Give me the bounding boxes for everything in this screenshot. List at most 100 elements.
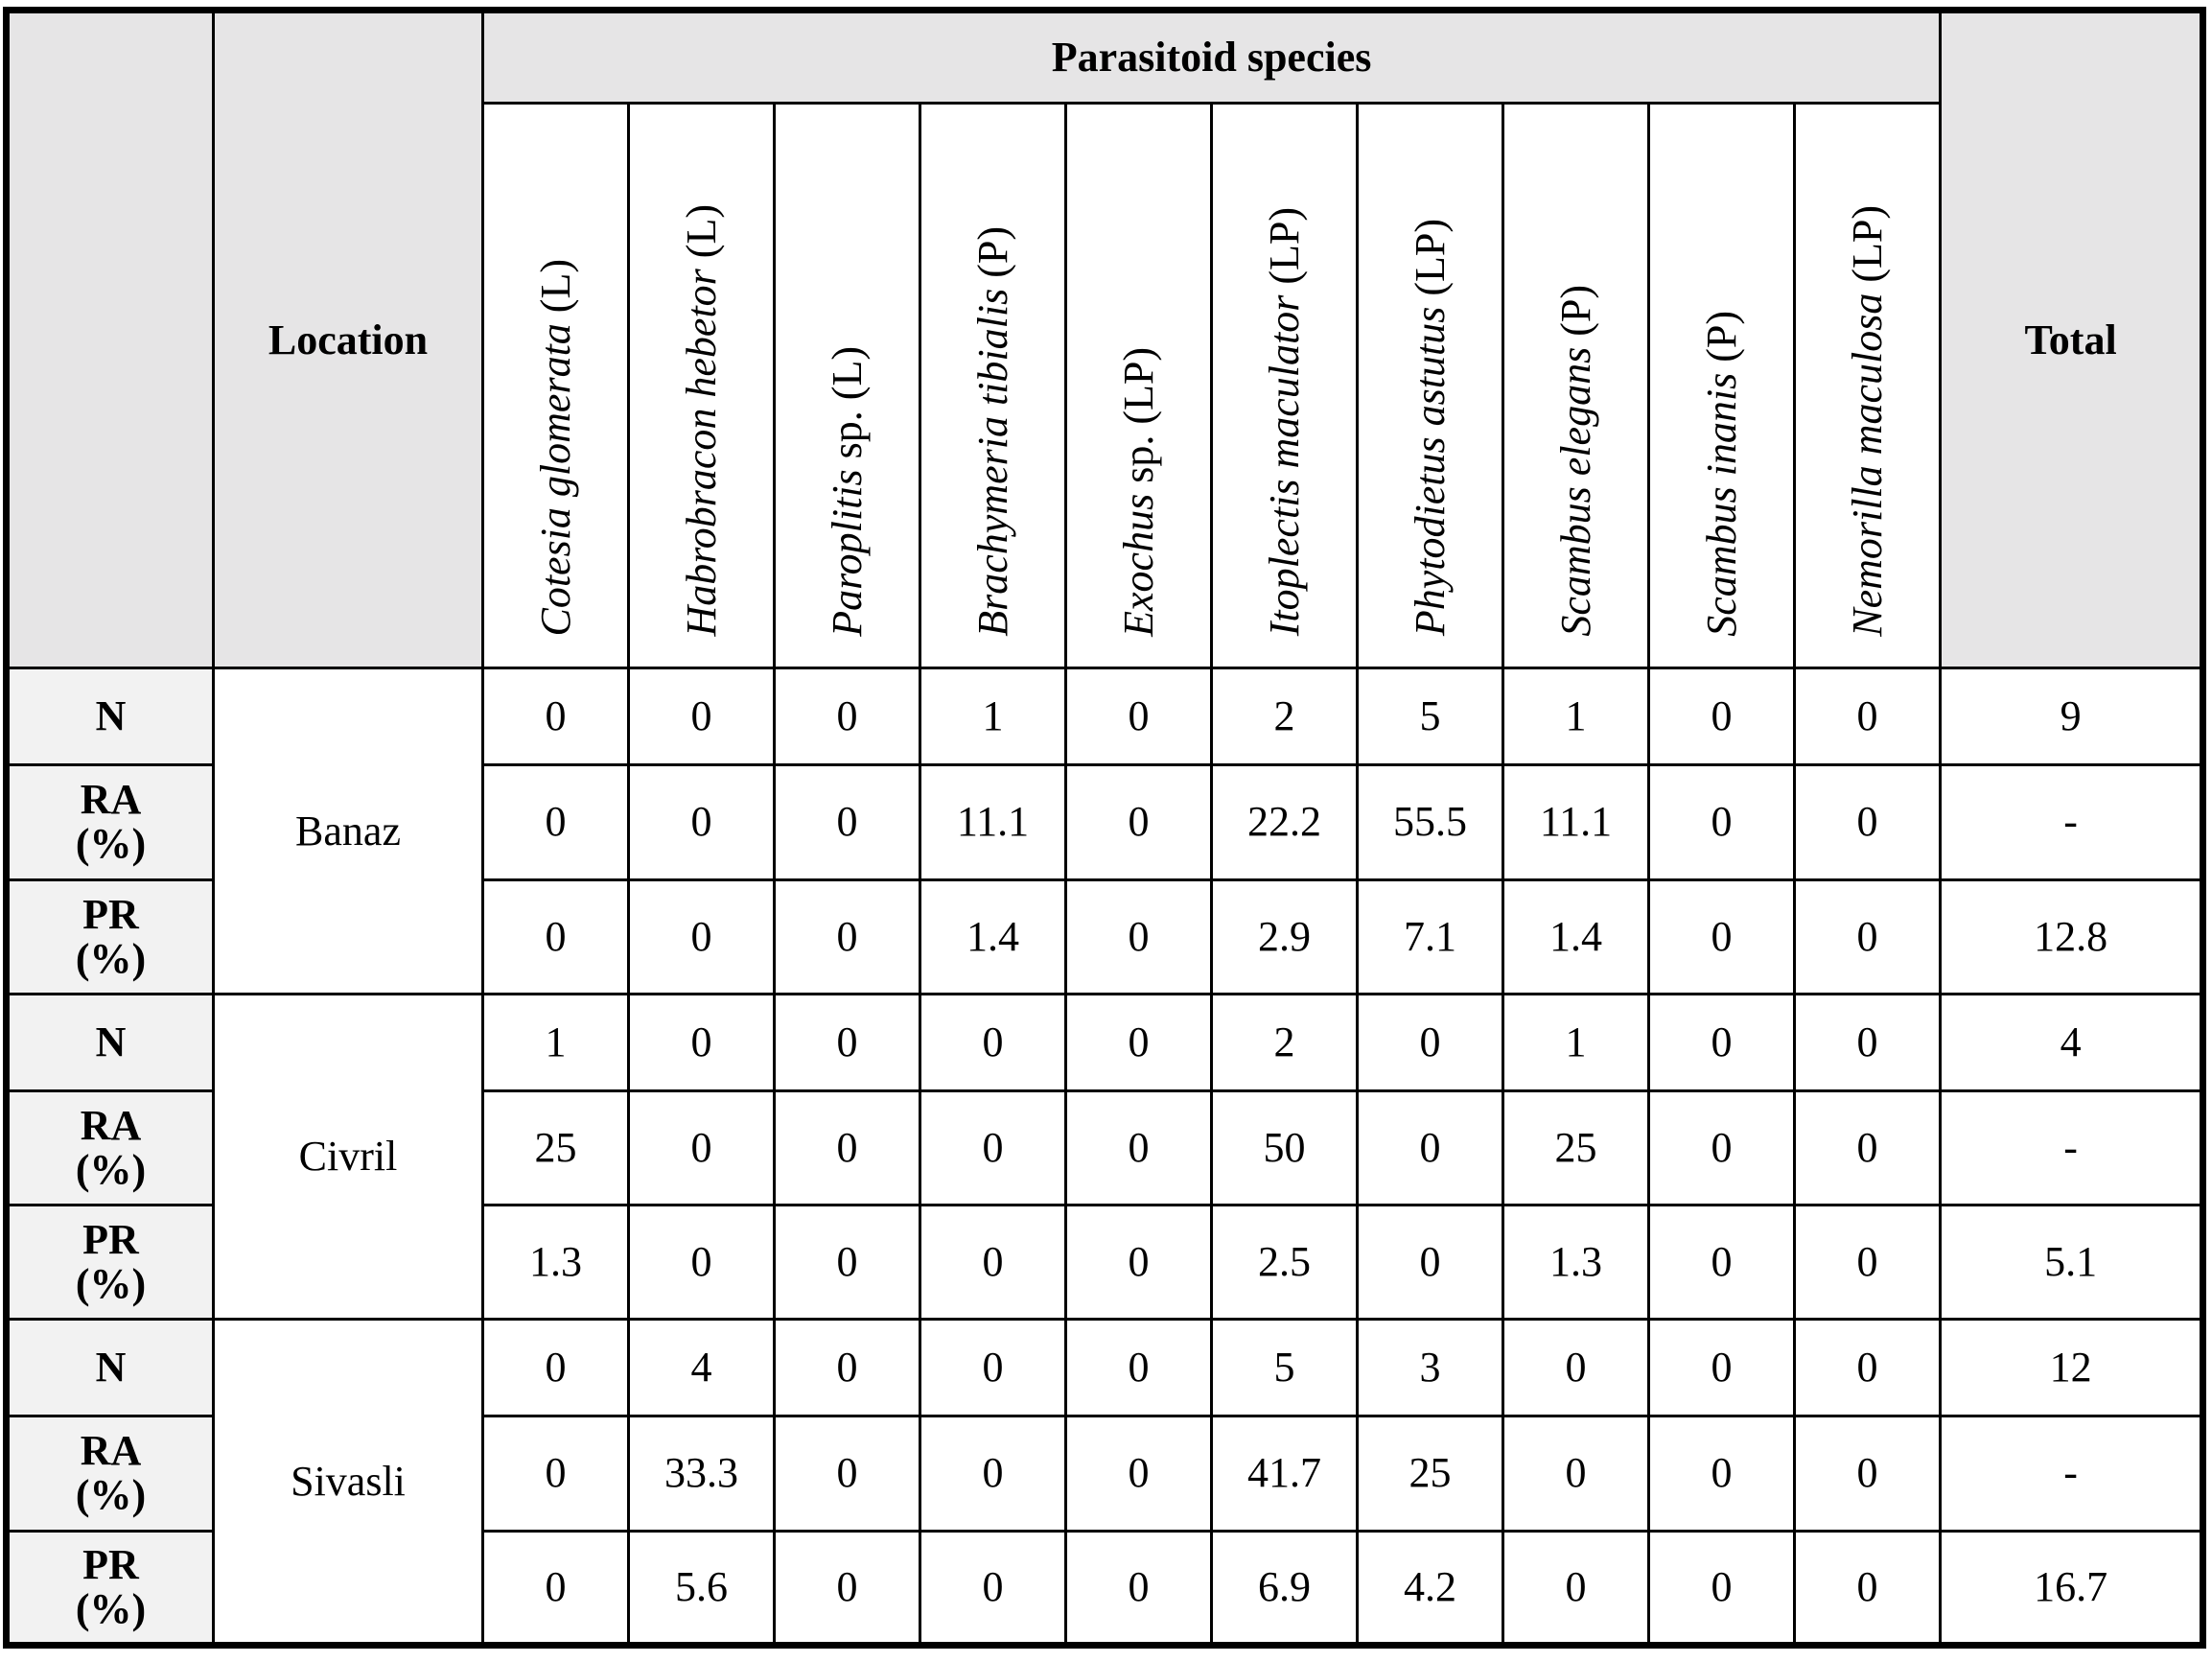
value-cell: 0 xyxy=(919,992,1067,1092)
row-metric-label: RA (%) xyxy=(5,1415,215,1533)
species-stage: (LP) xyxy=(1406,219,1454,308)
value-cell: 0 xyxy=(773,1529,921,1648)
location-cell: Sivasli xyxy=(212,1318,484,1647)
species-stage: (LP) xyxy=(1260,207,1308,295)
value-cell: 1.3 xyxy=(481,1204,630,1322)
value-cell: 0 xyxy=(1647,1318,1796,1418)
value-cell: 0 xyxy=(1356,1204,1504,1322)
value-cell: 0 xyxy=(919,1529,1067,1648)
value-cell: 6.9 xyxy=(1210,1529,1359,1648)
species-header: Paroplitis sp. (L) xyxy=(773,101,921,670)
value-cell: 0 xyxy=(1064,1529,1213,1648)
species-header: Cotesia glomerata (L) xyxy=(481,101,630,670)
species-name: Itoplectis maculator xyxy=(1260,294,1308,637)
location-header: Location xyxy=(212,8,484,670)
value-cell: 1.4 xyxy=(919,878,1067,995)
total-cell: - xyxy=(1939,763,2205,881)
value-cell: 0 xyxy=(1502,1318,1650,1418)
value-cell: 22.2 xyxy=(1210,763,1359,881)
row-metric-label: PR (%) xyxy=(5,1529,215,1648)
value-cell: 0 xyxy=(1647,1415,1796,1533)
value-cell: 0 xyxy=(1647,878,1796,995)
value-cell: 0 xyxy=(1647,992,1796,1092)
value-cell: 5 xyxy=(1356,667,1504,767)
species-header: Habrobracon hebetor (L) xyxy=(627,101,776,670)
value-cell: 0 xyxy=(627,1204,776,1322)
value-cell: 0 xyxy=(919,1318,1067,1418)
value-cell: 0 xyxy=(1647,1088,1796,1207)
row-metric-label: RA (%) xyxy=(5,763,215,881)
row-metric-label: RA (%) xyxy=(5,1088,215,1207)
table-row: RA (%) 25 0 0 0 0 50 0 25 0 0- xyxy=(5,1088,2205,1207)
value-cell: 0 xyxy=(1064,1088,1213,1207)
row-metric-label: PR (%) xyxy=(5,878,215,995)
value-cell: 5.6 xyxy=(627,1529,776,1648)
species-stage: (P) xyxy=(968,225,1016,289)
value-cell: 0 xyxy=(1792,1529,1943,1648)
row-metric-label: N xyxy=(5,1318,215,1418)
species-header: Scambus inanis (P) xyxy=(1647,101,1796,670)
value-cell: 0 xyxy=(773,992,921,1092)
value-cell: 41.7 xyxy=(1210,1415,1359,1533)
value-cell: 0 xyxy=(481,667,630,767)
value-cell: 0 xyxy=(1064,1415,1213,1533)
species-group-header: Parasitoid species xyxy=(480,9,1943,105)
location-cell: Civril xyxy=(212,992,484,1322)
value-cell: 2.9 xyxy=(1210,878,1359,995)
species-name: Phytodietus astutus xyxy=(1406,307,1454,637)
species-stage: sp. (LP) xyxy=(1114,346,1162,494)
value-cell: 0 xyxy=(1064,1318,1213,1418)
species-name: Brachymeria tibialis xyxy=(968,288,1016,637)
value-cell: 0 xyxy=(1792,763,1943,881)
metric-text: RA (%) xyxy=(75,776,147,868)
table-row: N Civril 1 0 0 0 0 2 0 1 0 0 4 xyxy=(5,992,2205,1322)
species-header: Phytodietus astutus (LP) xyxy=(1356,101,1504,670)
value-cell: 0 xyxy=(1356,992,1504,1092)
value-cell: 4.2 xyxy=(1356,1529,1504,1648)
value-cell: 1 xyxy=(1502,992,1650,1092)
species-name: Scambus elegans xyxy=(1551,346,1599,637)
table-row: N Sivasli 0 4 0 0 0 5 3 0 0 0 12 xyxy=(5,1318,2205,1647)
value-cell: 0 xyxy=(1064,878,1213,995)
table-row: N Banaz 0 0 0 1 0 2 5 1 0 0 9 xyxy=(5,667,2205,995)
total-cell: 4 xyxy=(1939,992,2205,1092)
value-cell: 0 xyxy=(919,1415,1067,1533)
species-header: Nemorilla maculosa (LP) xyxy=(1792,101,1943,670)
metric-text: RA (%) xyxy=(75,1427,147,1519)
value-cell: 0 xyxy=(1647,763,1796,881)
value-cell: 0 xyxy=(773,878,921,995)
value-cell: 0 xyxy=(1792,1318,1943,1418)
value-cell: 1 xyxy=(919,667,1067,767)
value-cell: 0 xyxy=(481,1318,630,1418)
species-stage: (L) xyxy=(531,259,579,324)
metric-text: PR (%) xyxy=(75,1216,147,1308)
value-cell: 0 xyxy=(773,1318,921,1418)
parasitoid-table: Location Parasitoid species Total Cotesi… xyxy=(3,7,2207,1649)
value-cell: 11.1 xyxy=(1502,763,1650,881)
total-cell: - xyxy=(1939,1088,2205,1207)
value-cell: 0 xyxy=(481,878,630,995)
table-row: RA (%) 0 33.3 0 0 0 41.7 25 0 0 0- xyxy=(5,1415,2205,1533)
value-cell: 0 xyxy=(1792,878,1943,995)
table-row: PR (%) 0 5.6 0 0 0 6.9 4.2 0 0 0 16.7 xyxy=(5,1529,2205,1648)
value-cell: 0 xyxy=(481,763,630,881)
value-cell: 3 xyxy=(1356,1318,1504,1418)
value-cell: 0 xyxy=(627,667,776,767)
species-name: Paroplitis xyxy=(823,469,871,637)
value-cell: 0 xyxy=(1064,1204,1213,1322)
value-cell: 2 xyxy=(1210,667,1359,767)
value-cell: 0 xyxy=(1792,1204,1943,1322)
value-cell: 11.1 xyxy=(919,763,1067,881)
species-header: Brachymeria tibialis (P) xyxy=(919,101,1067,670)
species-name: Scambus inanis xyxy=(1697,372,1745,637)
total-cell: 12 xyxy=(1939,1318,2205,1418)
value-cell: 0 xyxy=(773,763,921,881)
table-row: PR (%) 0 0 0 1.4 0 2.9 7.1 1.4 0 0 12.8 xyxy=(5,878,2205,995)
metric-text: PR (%) xyxy=(75,1540,147,1632)
value-cell: 4 xyxy=(627,1318,776,1418)
value-cell: 0 xyxy=(1792,1415,1943,1533)
species-header: Itoplectis maculator (LP) xyxy=(1210,101,1359,670)
value-cell: 0 xyxy=(773,667,921,767)
species-name: Nemorilla maculosa xyxy=(1843,293,1891,637)
table-row: PR (%) 1.3 0 0 0 0 2.5 0 1.3 0 0 5.1 xyxy=(5,1204,2205,1322)
